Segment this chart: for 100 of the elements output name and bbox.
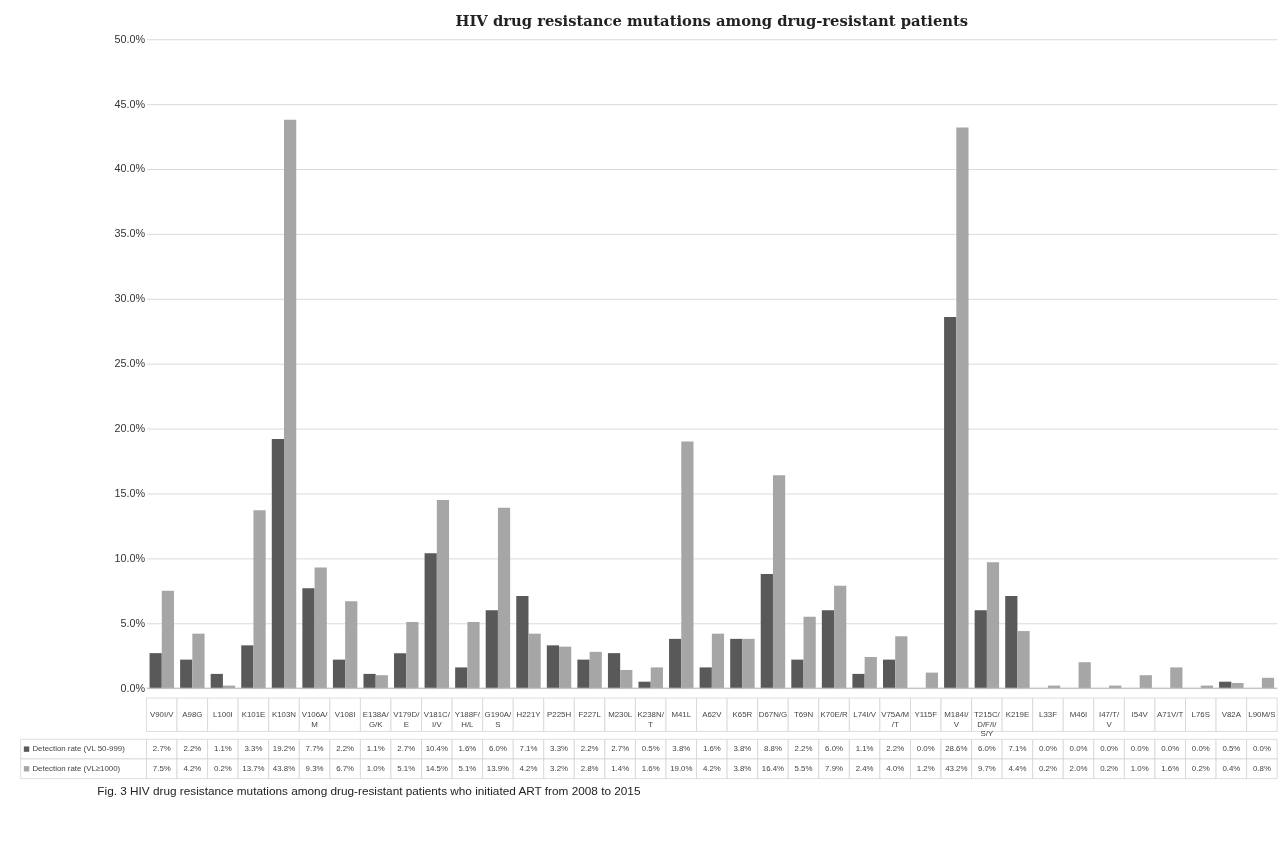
bar bbox=[772, 475, 786, 689]
data-label: 2.7% bbox=[611, 744, 630, 754]
bar bbox=[681, 441, 694, 689]
data-label: 1.1% bbox=[366, 744, 385, 754]
data-label: 1.6% bbox=[1161, 763, 1180, 773]
data-label: 0.0% bbox=[1161, 744, 1180, 754]
data-label: 7.1% bbox=[519, 744, 538, 754]
bar bbox=[577, 659, 590, 689]
x-tick-label: P225H bbox=[547, 709, 572, 719]
data-label: 3.8% bbox=[672, 744, 691, 754]
x-tick-label: V179D/E bbox=[393, 709, 421, 729]
data-label: 3.2% bbox=[550, 763, 569, 773]
bar bbox=[1170, 667, 1183, 689]
bar bbox=[546, 645, 560, 689]
x-tick-label: A71V/T bbox=[1157, 709, 1184, 719]
bar bbox=[852, 673, 865, 689]
data-label: 0.8% bbox=[1252, 763, 1271, 773]
bar bbox=[1261, 677, 1275, 689]
bar bbox=[528, 633, 541, 689]
data-label: 1.1% bbox=[213, 744, 232, 754]
chart-title: HIV drug resistance mutations among drug-resistant patients bbox=[455, 12, 969, 30]
x-tick-label: V82A bbox=[1221, 709, 1242, 719]
data-label: 3.8% bbox=[733, 763, 752, 773]
data-label: 2.2% bbox=[794, 744, 813, 754]
legend-label: Detection rate (VL≥1000) bbox=[32, 763, 121, 773]
x-tick-label: I54V bbox=[1131, 709, 1149, 719]
bar bbox=[607, 653, 621, 689]
x-tick-label: A62V bbox=[702, 709, 723, 719]
bar bbox=[986, 562, 1000, 689]
data-label: 6.7% bbox=[336, 763, 355, 773]
bar bbox=[669, 638, 682, 689]
x-tick-label: G190A/S bbox=[484, 709, 513, 729]
data-label: 1.0% bbox=[1130, 763, 1149, 773]
data-label: 0.0% bbox=[1100, 744, 1119, 754]
bar bbox=[516, 596, 529, 689]
y-tick-label: 40.0% bbox=[114, 162, 146, 175]
bar bbox=[638, 681, 651, 689]
data-label: 9.7% bbox=[977, 763, 996, 773]
data-label: 43.2% bbox=[945, 763, 968, 773]
y-tick-label: 20.0% bbox=[114, 422, 146, 435]
y-tick-label: 25.0% bbox=[114, 357, 146, 370]
data-label: 0.0% bbox=[1069, 744, 1088, 754]
bar bbox=[834, 585, 847, 689]
x-tick-label: L90M/S bbox=[1248, 709, 1276, 719]
x-tick-label: I47/T/V bbox=[1099, 709, 1120, 729]
data-label: 0.2% bbox=[1039, 763, 1057, 773]
x-tick-label: Y188F/H/L bbox=[454, 709, 481, 729]
bar bbox=[974, 610, 987, 689]
x-tick-label: K65R bbox=[732, 709, 753, 719]
bar bbox=[1017, 631, 1030, 689]
bar bbox=[650, 667, 663, 689]
data-label: 4.0% bbox=[886, 763, 905, 773]
data-label: 1.6% bbox=[458, 744, 477, 754]
data-label: 2.2% bbox=[183, 744, 202, 754]
bar bbox=[791, 659, 804, 689]
x-tick-label: Y115F bbox=[914, 709, 938, 719]
data-label: 2.2% bbox=[886, 744, 905, 754]
bar bbox=[497, 507, 511, 689]
data-label: 13.7% bbox=[242, 763, 265, 773]
bar bbox=[467, 621, 480, 689]
data-label: 14.5% bbox=[425, 763, 448, 773]
bar bbox=[730, 638, 743, 689]
data-label: 3.3% bbox=[550, 744, 569, 754]
x-tick-label: V108I bbox=[334, 709, 356, 719]
data-label: 7.5% bbox=[152, 763, 171, 773]
data-label: 2.2% bbox=[336, 744, 355, 754]
data-label: 5.5% bbox=[794, 763, 813, 773]
data-label: 0.5% bbox=[1222, 744, 1241, 754]
bar bbox=[925, 672, 938, 689]
data-label: 3.3% bbox=[244, 744, 263, 754]
data-label: 5.1% bbox=[397, 763, 416, 773]
data-label: 0.2% bbox=[1100, 763, 1119, 773]
bar bbox=[284, 119, 297, 689]
y-tick-label: 35.0% bbox=[114, 227, 146, 240]
x-tick-label: A98G bbox=[182, 709, 203, 719]
data-label: 1.6% bbox=[702, 744, 721, 754]
x-tick-label: L33F bbox=[1039, 709, 1058, 719]
bar bbox=[882, 659, 896, 689]
bar bbox=[956, 127, 969, 689]
data-label: 5.1% bbox=[458, 763, 477, 773]
bar bbox=[455, 667, 468, 689]
bar bbox=[1139, 675, 1152, 689]
x-tick-label: V181C/I/V bbox=[423, 709, 451, 729]
bar bbox=[161, 590, 174, 689]
x-tick-label: K101E bbox=[241, 709, 266, 719]
caption: Fig. 3 HIV drug resistance mutations among drug-resistant patients who initiated ART from 2008 to 2015 bbox=[97, 784, 641, 798]
x-tick-label: V106A/M bbox=[301, 709, 329, 729]
data-label: 6.0% bbox=[488, 744, 507, 754]
bar bbox=[864, 657, 877, 689]
data-label: 4.2% bbox=[702, 763, 721, 773]
data-label: 1.1% bbox=[855, 744, 874, 754]
data-label: 0.5% bbox=[641, 744, 660, 754]
x-tick-label: M184I/V bbox=[944, 709, 970, 729]
data-label: 2.2% bbox=[580, 744, 599, 754]
bar bbox=[699, 667, 712, 689]
y-tick-label: 50.0% bbox=[114, 32, 146, 45]
data-label: 0.0% bbox=[1039, 744, 1057, 754]
data-label: 0.0% bbox=[1130, 744, 1149, 754]
bar bbox=[620, 670, 633, 689]
bar bbox=[149, 653, 162, 689]
